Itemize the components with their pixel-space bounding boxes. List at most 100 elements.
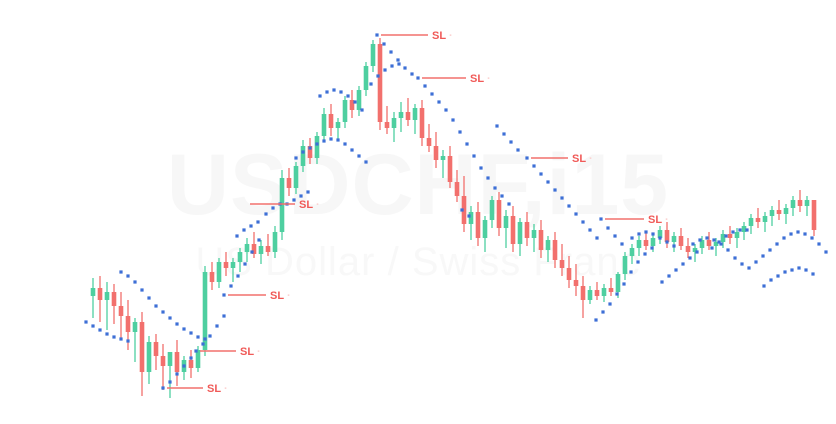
candle-body — [573, 280, 579, 286]
candle-body — [433, 146, 439, 160]
sar-dot — [817, 242, 821, 246]
sar-dot — [606, 226, 610, 230]
sar-dot — [430, 92, 434, 96]
sar-dot — [458, 130, 462, 134]
stop-loss-trailing-dot: · — [257, 346, 261, 358]
sar-dot — [601, 310, 605, 314]
candle-body — [489, 200, 495, 220]
sar-dot — [810, 236, 814, 240]
sar-dot — [532, 164, 536, 168]
stop-loss-trailing-dot: · — [316, 199, 320, 211]
candle-body — [167, 352, 173, 366]
candle-body — [391, 118, 397, 128]
sar-dot — [243, 262, 247, 266]
candle-body — [272, 232, 278, 252]
sar-dot — [672, 244, 676, 248]
candle-body — [524, 222, 530, 238]
candle-body — [202, 272, 208, 350]
sar-dot — [567, 204, 571, 208]
sar-dot — [189, 331, 193, 335]
sar-dot — [710, 246, 714, 250]
candle-body — [797, 200, 803, 206]
candle-body — [279, 178, 285, 232]
sar-dot — [410, 72, 414, 76]
candle-body — [307, 146, 313, 158]
candle-body — [90, 288, 96, 296]
candle-body — [503, 216, 509, 228]
sar-dot — [719, 242, 723, 246]
sar-dot — [357, 154, 361, 158]
sar-dot — [637, 232, 641, 236]
sar-dot — [201, 342, 205, 346]
sar-dot — [667, 274, 671, 278]
sar-dot — [375, 33, 379, 37]
stop-loss-trailing-dot: · — [665, 214, 669, 226]
candle-body — [755, 218, 761, 222]
candle-body — [783, 208, 789, 214]
stop-loss-label: SL — [299, 199, 313, 211]
sar-dot — [308, 146, 312, 150]
sar-dot — [250, 250, 254, 254]
sar-dot — [249, 224, 253, 228]
sar-dot — [629, 270, 633, 274]
sar-dot — [383, 68, 387, 72]
candle-body — [146, 342, 152, 372]
candle-body — [265, 246, 271, 252]
candle-body — [251, 244, 257, 254]
sar-dot — [306, 190, 310, 194]
sar-dot — [500, 194, 504, 198]
sar-dot — [472, 154, 476, 158]
sar-dot — [783, 270, 787, 274]
sar-dot — [119, 270, 123, 274]
sar-dot — [161, 386, 165, 390]
candle-body — [293, 166, 299, 188]
sar-dot — [803, 232, 807, 236]
candle-body — [461, 196, 467, 224]
candle-body — [223, 262, 229, 268]
sar-dot — [189, 356, 193, 360]
sar-dot — [329, 137, 333, 141]
stop-loss-label: SL — [270, 290, 284, 302]
sar-dot — [486, 176, 490, 180]
sar-dot — [322, 139, 326, 143]
candle-body — [405, 112, 411, 120]
sar-dot — [695, 250, 699, 254]
sar-dot — [650, 246, 654, 250]
candle-body — [741, 226, 747, 232]
candle-body — [538, 230, 544, 250]
sar-dot — [360, 108, 364, 112]
candle-body — [363, 66, 369, 90]
sar-dot — [382, 42, 386, 46]
sar-dot — [516, 148, 520, 152]
sar-dot — [301, 150, 305, 154]
stop-loss-trailing-dot: · — [224, 383, 228, 395]
candle-body — [685, 246, 691, 252]
candle-body — [769, 210, 775, 216]
sar-dot — [717, 240, 721, 244]
sar-dot — [112, 335, 116, 339]
sar-dot — [776, 274, 780, 278]
candle-body — [559, 260, 565, 268]
candle-body — [237, 252, 243, 262]
candle-body — [195, 350, 201, 368]
candle-body — [209, 272, 215, 282]
sar-dot — [620, 242, 624, 246]
sar-dot — [339, 90, 343, 94]
candle-body — [118, 306, 124, 316]
sar-dot — [762, 284, 766, 288]
sar-dot — [644, 230, 648, 234]
sar-dot — [208, 334, 212, 338]
stop-loss-label: SL — [207, 383, 221, 395]
sar-dot — [712, 238, 716, 242]
candle-body — [468, 212, 474, 224]
candle-body — [356, 90, 362, 110]
stop-loss-label: SL — [240, 346, 254, 358]
candle-body — [566, 268, 572, 280]
candlestick-series — [90, 38, 817, 398]
sar-dot — [724, 234, 728, 238]
sar-dot — [235, 234, 239, 238]
sar-dot — [509, 140, 513, 144]
sar-dot — [175, 322, 179, 326]
